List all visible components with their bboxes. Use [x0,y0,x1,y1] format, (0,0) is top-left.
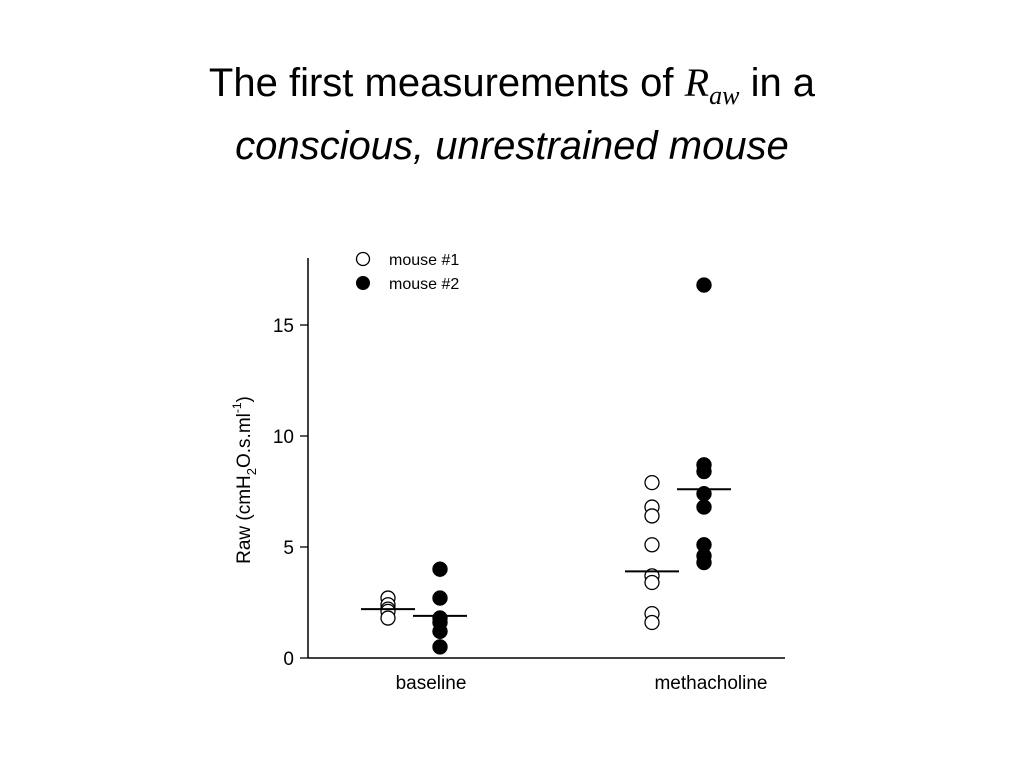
data-point-2-baseline [432,623,448,640]
slide-title: The first measurements of Raw in a consc… [0,58,1024,171]
y-tick-label: 0 [283,649,294,670]
data-point-1-methacholine [644,614,660,631]
data-point-2-methacholine [696,463,712,480]
title-line2: conscious, unrestrained mouse [235,124,789,168]
data-point-1-baseline [380,610,396,626]
legend-label-mouse-1: mouse #1 [389,252,459,269]
legend: mouse #1 mouse #2 [355,251,459,293]
y-tick-label: 15 [273,316,294,337]
title-prefix: The first measurements of [208,61,674,105]
y-axis-label: Raw (cmH2O.s.ml-1) [230,396,259,564]
data-point-2-methacholine [696,499,712,515]
title-subscript: aw [709,81,740,110]
y-tick-label: 5 [283,538,294,559]
data-point-1-methacholine [644,574,660,591]
data-point-1-methacholine [644,508,660,524]
data-point-1-methacholine [644,474,660,491]
data-point-1-methacholine [644,537,660,553]
legend-marker-mouse-2 [356,276,370,290]
legend-marker-mouse-1 [355,251,371,267]
data-marks [361,277,731,655]
y-ticks: 0 5 10 15 [273,316,308,670]
data-point-2-baseline [432,590,448,606]
y-tick-label: 10 [273,427,294,448]
x-category-label-methacholine: methacholine [654,673,767,694]
title-suffix: in a [750,61,816,105]
x-category-label-baseline: baseline [396,673,467,694]
data-point-2-methacholine [696,554,712,571]
data-point-2-baseline [432,639,448,655]
title-symbol: R [684,60,710,105]
legend-label-mouse-2: mouse #2 [389,276,459,293]
data-point-2-methacholine [696,277,712,293]
data-point-2-baseline [432,561,448,577]
